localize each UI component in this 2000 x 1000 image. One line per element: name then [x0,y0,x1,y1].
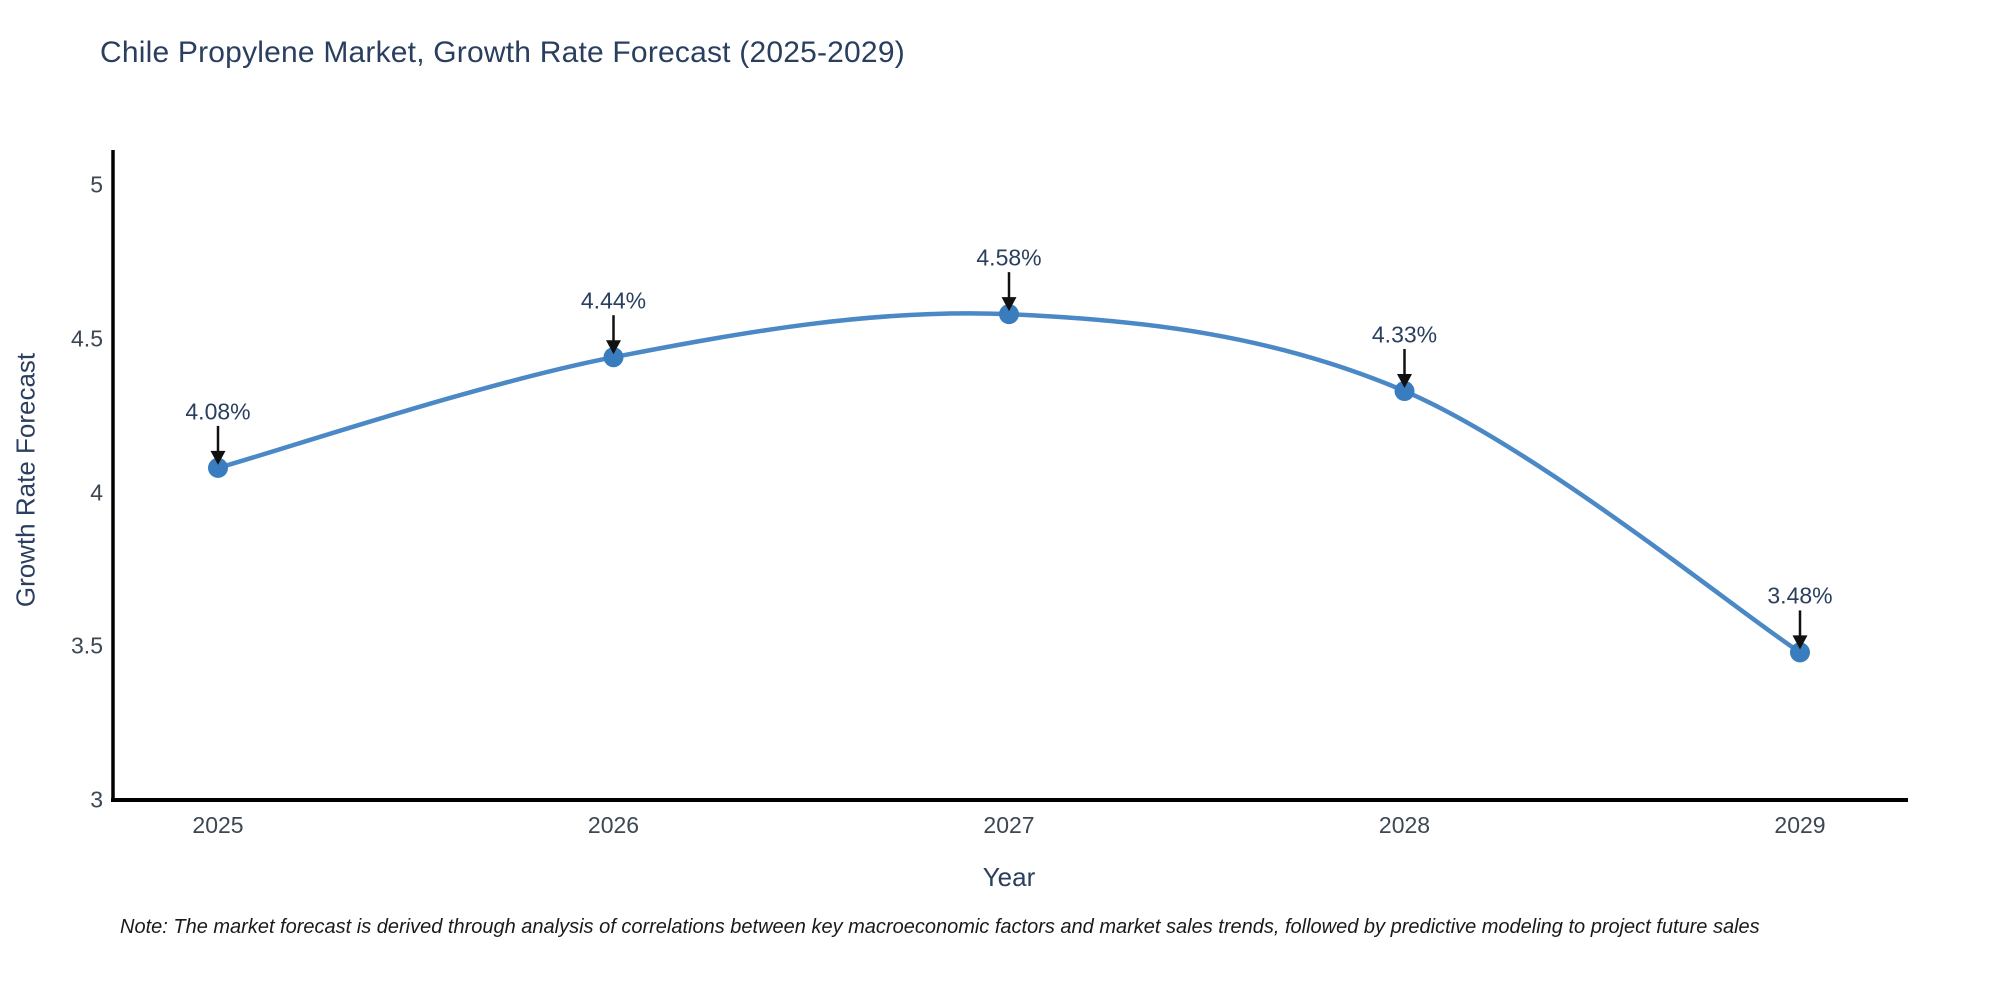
x-tick-label-2028: 2028 [1378,812,1431,838]
chart-title: Chile Propylene Market, Growth Rate Fore… [100,36,905,69]
trend-line [215,311,1803,655]
data-point-2025 [208,457,228,478]
data-point-2027 [999,304,1019,325]
annotation-arrowhead-2025 [210,450,226,465]
x-tick-label-2029: 2029 [1774,812,1826,838]
data-point-2026 [603,347,624,368]
data-point-2029 [1790,642,1810,663]
y-tick-label-5: 5 [90,171,103,198]
point-label-2029: 3.48% [1767,582,1833,609]
point-label-2028: 4.33% [1371,321,1438,348]
x-tick-label-2025: 2025 [192,812,244,838]
annotation-arrowhead-2026 [606,340,621,355]
point-label-2026: 4.44% [580,287,647,314]
annotation-arrowhead-2028 [1397,374,1412,389]
y-tick-label-3.5: 3.5 [71,632,103,659]
footnote: Note: The market forecast is derived thr… [120,916,1760,938]
annotation-arrowhead-2029 [1792,635,1808,650]
annotation-arrowhead-2027 [1001,297,1017,312]
x-axis-title: Year [982,862,1036,892]
x-tick-label-2026: 2026 [587,812,640,838]
x-tick-label-2027: 2027 [983,812,1035,838]
data-point-2028 [1394,381,1415,402]
y-tick-label-4.5: 4.5 [71,325,103,352]
y-tick-label-4: 4 [90,479,103,505]
point-label-2025: 4.08% [185,398,251,425]
point-label-2027: 4.58% [976,244,1042,271]
y-tick-label-3: 3 [90,786,103,813]
